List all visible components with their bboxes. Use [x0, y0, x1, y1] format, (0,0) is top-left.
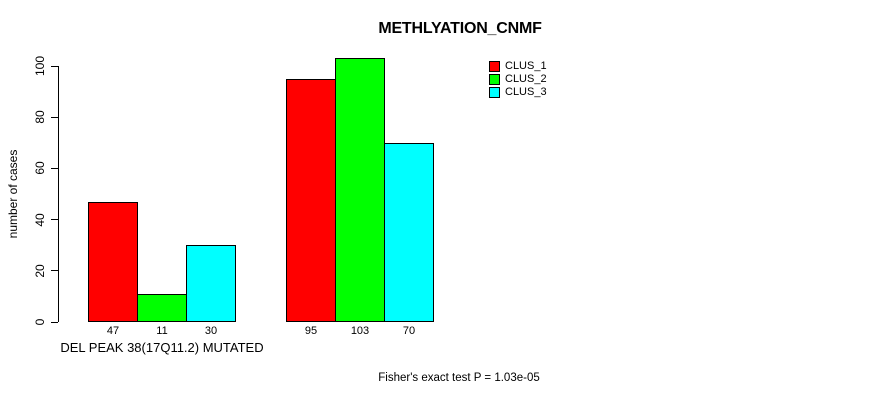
bar-clus_2-group2 — [335, 58, 385, 322]
y-tick-label: 0 — [33, 318, 47, 326]
y-tick-mark — [51, 270, 58, 272]
bar-clus_2-group1 — [137, 293, 187, 322]
legend-swatch-clus-2-icon — [489, 74, 500, 85]
y-tick-mark — [51, 167, 58, 169]
y-tick-mark — [51, 321, 58, 323]
y-tick-mark — [51, 65, 58, 67]
bar-value-label: 11 — [156, 325, 168, 337]
bar-clus_3-group2 — [384, 142, 434, 322]
y-axis-label: number of cases — [6, 149, 20, 239]
bar-clus_1-group2 — [286, 78, 336, 322]
legend-label: CLUS_3 — [505, 86, 547, 98]
y-tick-label: 80 — [33, 110, 47, 124]
legend-label: CLUS_2 — [505, 73, 547, 85]
legend-swatch-clus-3-icon — [489, 87, 500, 98]
y-tick-label: 100 — [33, 55, 47, 77]
y-tick-mark — [51, 116, 58, 118]
y-axis — [58, 66, 59, 322]
y-tick-label: 60 — [33, 161, 47, 176]
y-tick-label: 40 — [33, 212, 47, 227]
chart-title: METHLYATION_CNMF — [378, 20, 542, 37]
legend-item-clus-2: CLUS_2 — [489, 74, 547, 85]
bar-value-label: 30 — [204, 325, 218, 337]
bar-value-label: 103 — [350, 325, 370, 337]
y-tick-mark — [51, 219, 58, 221]
legend-item-clus-3: CLUS_3 — [489, 87, 547, 98]
bar-value-label: 47 — [106, 325, 120, 337]
bar-value-label: 95 — [304, 325, 318, 337]
legend-swatch-clus-1-icon — [489, 61, 500, 72]
bar-clus_3-group1 — [186, 245, 236, 322]
y-tick-label: 20 — [33, 264, 47, 278]
x-axis-label: DEL PEAK 38(17Q11.2) MUTATED — [60, 340, 264, 355]
fisher-test-annotation: Fisher's exact test P = 1.03e-05 — [378, 372, 540, 384]
legend-label: CLUS_1 — [505, 60, 547, 72]
bar-clus_1-group1 — [88, 201, 138, 322]
legend-item-clus-1: CLUS_1 — [489, 61, 547, 72]
legend: CLUS_1 CLUS_2 CLUS_3 — [489, 61, 547, 98]
bar-value-label: 70 — [402, 325, 416, 337]
